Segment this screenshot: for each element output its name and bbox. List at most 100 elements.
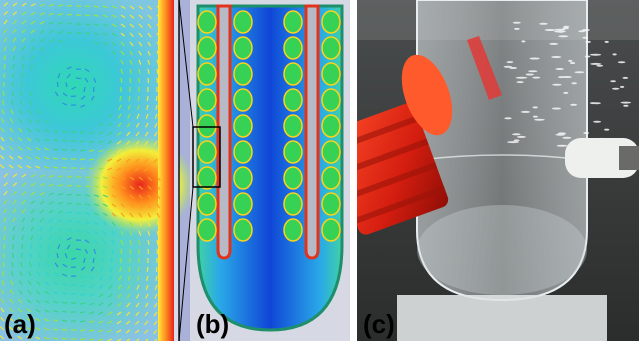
velocity-vector-arrow <box>138 5 144 10</box>
velocity-vector-arrow <box>45 100 50 106</box>
velocity-vector-arrow <box>27 118 32 124</box>
velocity-vector-arrow <box>89 104 95 109</box>
velocity-vector-arrow <box>153 320 158 326</box>
velocity-vector-arrow <box>57 4 64 7</box>
photo-bubble <box>520 110 531 113</box>
velocity-vector-arrow <box>17 146 23 151</box>
velocity-vector-arrow <box>21 64 24 70</box>
velocity-vector-arrow <box>3 19 8 25</box>
gas-bubble-region <box>321 114 341 138</box>
velocity-vector-arrow <box>27 109 32 115</box>
velocity-vector-arrow <box>102 230 107 236</box>
velocity-vector-arrow <box>80 275 86 279</box>
photo-bubble <box>512 21 521 24</box>
velocity-vector-arrow <box>57 227 63 232</box>
velocity-vector-arrow <box>56 252 59 259</box>
gas-bubble-region <box>233 166 253 190</box>
velocity-vector-arrow <box>2 100 5 106</box>
velocity-vector-arrow <box>44 336 50 340</box>
photo-bubble <box>568 59 573 62</box>
velocity-vector-arrow <box>145 122 149 128</box>
velocity-vector-arrow <box>84 194 90 197</box>
photo-bubble <box>556 144 568 147</box>
velocity-vector-arrow <box>53 272 59 277</box>
velocity-vector-arrow <box>44 156 50 160</box>
photo-bubble <box>612 53 617 56</box>
velocity-vector-arrow <box>0 298 5 304</box>
velocity-vector-arrow <box>30 3 36 7</box>
velocity-vector-arrow <box>65 81 68 88</box>
velocity-vector-arrow <box>1 118 5 124</box>
velocity-vector-arrow <box>126 131 131 137</box>
velocity-vector-arrow <box>62 102 68 106</box>
velocity-vector-arrow <box>37 262 41 268</box>
velocity-vector-arrow <box>48 183 54 187</box>
photo-bubble <box>612 87 620 90</box>
velocity-vector-arrow <box>53 281 59 286</box>
velocity-vector-arrow <box>147 41 152 47</box>
velocity-vector-arrow <box>152 167 158 172</box>
velocity-vector-field-panel <box>0 0 190 341</box>
gas-bubble-region <box>233 36 253 60</box>
velocity-vector-arrow <box>53 129 59 133</box>
velocity-vector-arrow <box>102 23 108 27</box>
velocity-vector-arrow <box>66 57 72 61</box>
velocity-vector-arrow <box>135 140 140 146</box>
velocity-vector-arrow <box>26 165 32 169</box>
velocity-vector-arrow <box>3 55 7 61</box>
velocity-vector-arrow <box>129 176 135 181</box>
velocity-vector-arrow <box>61 328 68 331</box>
velocity-vector-arrow <box>126 122 131 128</box>
velocity-vector-arrow <box>84 212 91 215</box>
velocity-vector-arrow <box>35 137 41 142</box>
velocity-vector-arrow <box>84 77 89 83</box>
velocity-vector-arrow <box>0 136 5 142</box>
velocity-vector-arrow <box>116 149 122 154</box>
velocity-vector-arrow <box>108 284 113 290</box>
photo-bubble <box>622 76 629 79</box>
velocity-vector-arrow <box>93 14 99 17</box>
velocity-vector-arrow <box>102 41 108 46</box>
velocity-vector-arrow <box>2 262 5 268</box>
velocity-vector-arrow <box>129 230 133 236</box>
velocity-vector-arrow <box>61 157 68 160</box>
velocity-vector-arrow <box>102 5 108 9</box>
velocity-vector-arrow <box>30 173 36 178</box>
velocity-vector-arrow <box>129 203 134 209</box>
velocity-vector-arrow <box>84 176 91 179</box>
velocity-vector-arrow <box>102 59 107 65</box>
velocity-vector-arrow <box>52 328 59 331</box>
velocity-vector-arrow <box>71 257 77 261</box>
velocity-vector-arrow <box>12 11 18 16</box>
velocity-vector-arrow <box>118 104 122 110</box>
velocity-vector-arrow <box>120 77 123 83</box>
velocity-vector-arrow <box>107 302 113 307</box>
velocity-vector-arrow <box>156 5 161 11</box>
velocity-vector-arrow <box>35 156 41 160</box>
velocity-vector-arrow <box>125 158 131 163</box>
velocity-vector-arrow <box>129 68 132 74</box>
velocity-vector-arrow <box>9 127 14 133</box>
velocity-vector-arrow <box>17 335 23 340</box>
photo-bubble <box>578 30 586 33</box>
photo-bubble <box>549 42 559 45</box>
velocity-vector-arrow <box>36 280 41 286</box>
gas-bubble-region <box>233 192 253 216</box>
photo-bubble <box>515 76 528 79</box>
velocity-vector-arrow <box>17 308 23 313</box>
velocity-vector-arrow <box>48 21 54 25</box>
velocity-vector-arrow <box>136 113 140 119</box>
velocity-vector-arrow <box>111 14 117 18</box>
velocity-vector-arrow <box>138 23 143 29</box>
photo-bubble <box>553 30 566 33</box>
velocity-vector-arrow <box>62 263 68 268</box>
velocity-vector-arrow <box>30 191 36 196</box>
velocity-vector-arrow <box>64 253 68 259</box>
velocity-vector-arrow <box>39 183 45 187</box>
velocity-vector-arrow <box>120 41 125 47</box>
velocity-vector-arrow <box>30 182 36 187</box>
velocity-vector-arrow <box>48 38 54 43</box>
gas-bubble-region <box>321 88 341 112</box>
gas-bubble-region <box>197 88 217 112</box>
velocity-vector-arrow <box>90 95 95 101</box>
